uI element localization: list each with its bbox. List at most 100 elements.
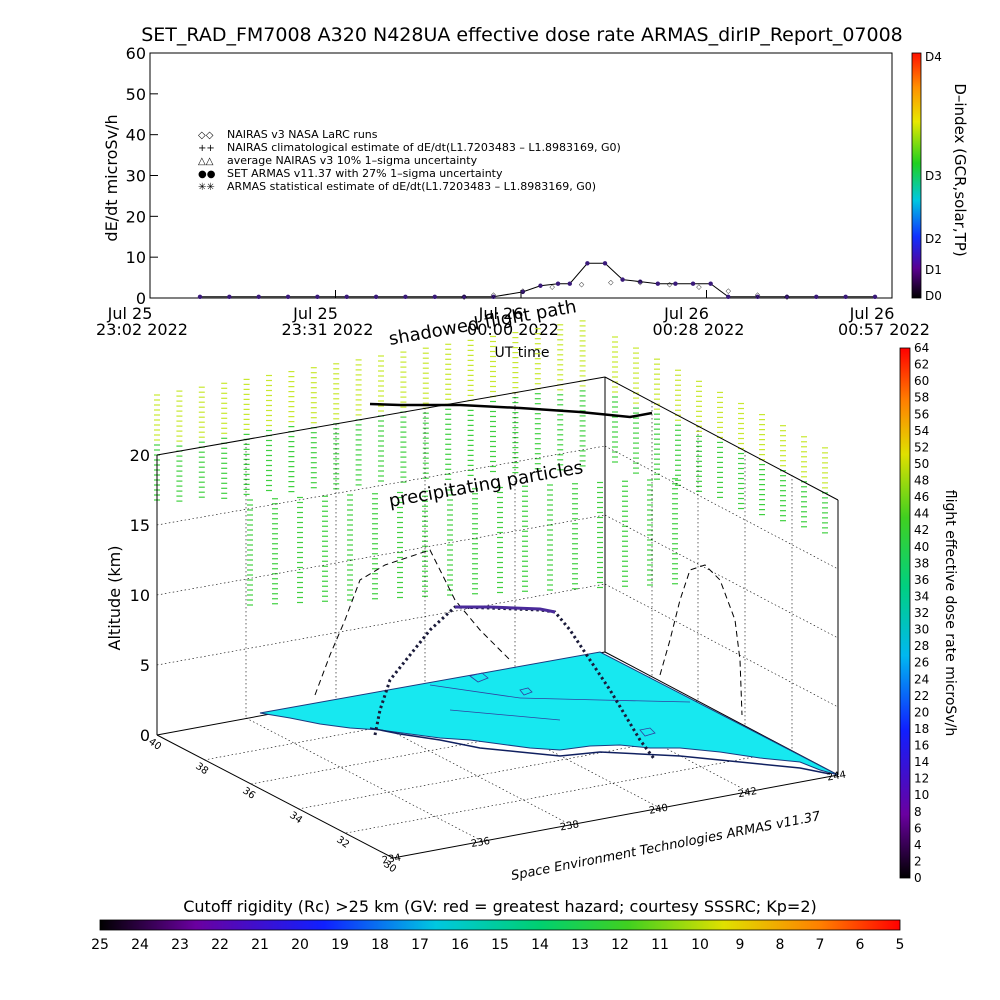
y-tick-label: 30 — [126, 167, 146, 186]
y-tick-label: 60 — [126, 44, 146, 63]
latitude-tick-label: 38 — [193, 761, 210, 777]
dose-rate-tick-label: 64 — [914, 341, 929, 355]
dose-rate-tick-label: 58 — [914, 391, 929, 405]
legend-label: NAIRAS climatological estimate of dE/dt(… — [227, 141, 621, 154]
y-tick-label: 40 — [126, 126, 146, 145]
armas-data-point — [784, 294, 790, 299]
legend-symbol: ++ — [198, 143, 215, 154]
particle-column — [266, 374, 272, 492]
flight-path-top-projection — [369, 402, 653, 419]
cutoff-rigidity-tick-label: 12 — [611, 937, 629, 953]
particle-column — [522, 485, 528, 592]
y-tick-label: 0 — [136, 289, 146, 308]
particle-column — [633, 347, 639, 474]
particle-column — [672, 478, 678, 585]
longitude-tick-label: 240 — [648, 803, 669, 817]
x-tick-date: Jul 26 — [478, 304, 524, 323]
nairas-data-point: ◇ — [784, 293, 790, 301]
particle-column — [467, 339, 474, 476]
particle-column — [738, 402, 744, 510]
particle-column — [221, 382, 228, 499]
altitude-tick-label: 15 — [130, 516, 150, 535]
particle-column — [198, 386, 205, 498]
legend-symbol: ●● — [198, 169, 216, 180]
cutoff-rigidity-tick-label: 24 — [131, 937, 149, 953]
armas-data-point — [461, 294, 467, 299]
particle-column — [400, 351, 407, 483]
dose-rate-tick-label: 22 — [914, 689, 929, 703]
armas-data-point — [197, 294, 203, 299]
dose-rate-tick-label: 6 — [914, 821, 922, 835]
cutoff-rigidity-tick-label: 5 — [896, 937, 905, 953]
armas-data-point — [638, 279, 643, 284]
d-index-tick-label: D4 — [925, 50, 942, 64]
particle-column — [297, 496, 303, 604]
dose-rate-tick-label: 28 — [914, 639, 929, 653]
shadowed-flight-path-right — [659, 564, 743, 716]
cutoff-rigidity-tick-label: 14 — [531, 937, 549, 953]
dose-rate-tick-label: 44 — [914, 507, 929, 521]
y-tick-label: 50 — [126, 85, 146, 104]
particle-column — [333, 363, 340, 490]
nairas-data-point: ◇ — [638, 279, 644, 287]
longitude-ticks: 234 236 238 240 242 244 — [381, 769, 847, 866]
armas-data-point — [755, 294, 760, 299]
latitude-tick-label: 36 — [240, 785, 257, 801]
dose-rate-tick-label: 12 — [914, 772, 929, 786]
figure-title: SET_RAD_FM7008 A320 N428UA effective dos… — [141, 24, 903, 46]
particle-column — [176, 390, 183, 502]
altitude-ticks: 0 5 10 15 20 — [130, 446, 150, 745]
3d-box-frame — [156, 376, 839, 859]
cutoff-rigidity-tick-label: 25 — [91, 937, 109, 953]
dose-rate-tick-label: 20 — [914, 705, 929, 719]
y-axis-ticks: 0 10 20 30 40 50 60 — [126, 44, 158, 308]
particle-column — [579, 320, 586, 467]
cutoff-rigidity-tick-label: 11 — [651, 937, 669, 953]
particle-column — [272, 498, 278, 605]
particle-column — [612, 336, 618, 463]
nairas-data-point: ◇ — [549, 283, 555, 291]
armas-series-line — [200, 262, 875, 298]
particle-column — [497, 486, 503, 594]
armas-data-point — [491, 294, 496, 299]
particle-column — [622, 480, 628, 587]
dose-rate-tick-label: 42 — [914, 523, 929, 537]
armas-data-point — [814, 294, 819, 299]
d-index-tick-label: D1 — [925, 263, 942, 277]
legend-symbol: ✳✳ — [198, 182, 215, 193]
dose-rate-tick-label: 24 — [914, 672, 929, 686]
dose-rate-tick-label: 36 — [914, 573, 929, 587]
legend-label: ARMAS statistical estimate of dE/dt(L1.7… — [227, 180, 596, 193]
cutoff-rigidity-tick-label: 6 — [856, 937, 865, 953]
dose-rate-tick-label: 8 — [914, 805, 922, 819]
particle-column — [288, 371, 295, 493]
cutoff-rigidity-tick-label: 8 — [776, 937, 785, 953]
cutoff-rigidity-tick-label: 7 — [816, 937, 825, 953]
dose-rate-tick-label: 34 — [914, 589, 929, 603]
x-tick-time: 23:02 2022 — [96, 320, 188, 339]
cutoff-rigidity-tick-label: 16 — [451, 937, 469, 953]
particle-column — [597, 481, 603, 589]
particle-column — [347, 494, 353, 601]
armas-data-point — [620, 277, 625, 282]
dose-rate-colorbar — [899, 347, 911, 879]
armas-data-point — [344, 294, 349, 299]
particle-column — [647, 479, 653, 586]
dose-rate-tick-label: 26 — [914, 656, 929, 670]
nairas-data-point: ◇ — [726, 287, 732, 295]
nairas-data-point: ◇ — [696, 283, 702, 291]
flight-path-cruise-segment — [455, 605, 556, 614]
dose-rate-tick-label: 0 — [914, 871, 922, 885]
legend-symbol: ◇◇ — [198, 130, 214, 141]
armas-data-point — [585, 261, 590, 266]
altitude-axis-label: Altitude (km) — [105, 546, 124, 651]
d-index-ticks: D4 D3 D2 D1 D0 — [925, 50, 942, 303]
nairas-data-point: ◇ — [520, 287, 526, 295]
latitude-tick-label: 34 — [287, 810, 304, 826]
armas-data-point — [843, 294, 848, 299]
particle-column — [422, 347, 429, 479]
flight-path-3d — [373, 605, 657, 761]
armas-data-point — [567, 281, 572, 286]
altitude-tick-label: 0 — [140, 726, 150, 745]
particle-column — [490, 335, 496, 473]
